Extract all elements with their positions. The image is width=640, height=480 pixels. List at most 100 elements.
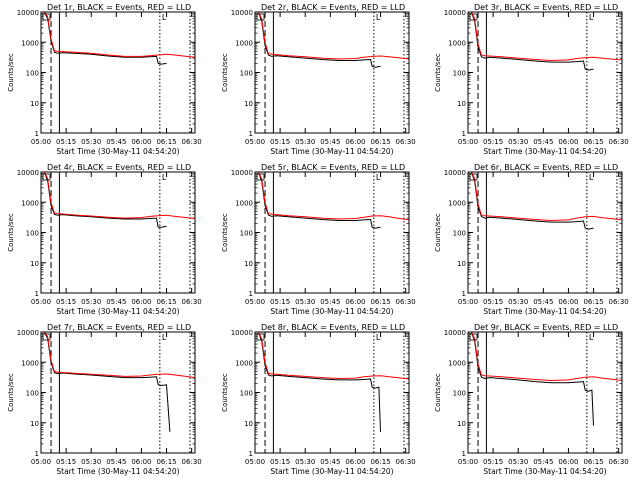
- x-tick-label: 05:30: [508, 458, 528, 466]
- x-tick-label: 05:45: [106, 298, 126, 306]
- x-tick-label: 05:45: [533, 138, 553, 146]
- x-tick-label: 05:30: [295, 298, 315, 306]
- x-tick-label: 05:00: [245, 138, 265, 146]
- x-tick-label: 06:30: [396, 298, 416, 306]
- series-group: [43, 12, 195, 65]
- y-tick-label: 10000: [17, 9, 39, 17]
- series-line-lld: [470, 172, 622, 222]
- series-line-lld: [43, 332, 195, 379]
- plot-frame: [254, 171, 410, 294]
- series-line-events: [257, 332, 381, 432]
- panel-6: Det 6r, BLACK = Events, RED = LLD 1 10 100 1…: [434, 163, 629, 316]
- series-line-lld: [257, 12, 409, 60]
- plot-frame: [254, 331, 410, 454]
- x-tick-label: 06:15: [583, 138, 603, 146]
- x-tick-label: 05:15: [270, 458, 290, 466]
- panel-2: Det 2r, BLACK = Events, RED = LLD 1 10 100 1…: [221, 3, 416, 156]
- x-tick-label: 06:00: [558, 298, 578, 306]
- y-axis-label: Counts/sec: [221, 213, 229, 252]
- x-tick-label: 05:00: [458, 458, 478, 466]
- series-line-events: [470, 332, 594, 426]
- y-tick-label: 10: [457, 420, 466, 428]
- marker-l-label: L: [376, 13, 381, 22]
- x-tick-label: 06:00: [558, 458, 578, 466]
- y-tick-label: 1000: [21, 39, 39, 47]
- series-line-events: [257, 12, 381, 68]
- panel-title: Det 2r, BLACK = Events, RED = LLD: [261, 3, 405, 12]
- panel-5: Det 5r, BLACK = Events, RED = LLD 1 10 100 1…: [221, 163, 416, 316]
- x-tick-label: 05:45: [533, 298, 553, 306]
- y-tick-label: 1000: [21, 359, 39, 367]
- series-line-lld: [470, 332, 622, 382]
- x-tick-label: 06:30: [609, 138, 629, 146]
- x-tick-label: 05:00: [245, 458, 265, 466]
- plot-frame: [40, 171, 196, 294]
- series-line-events: [257, 172, 381, 229]
- x-tick-label: 06:15: [156, 138, 176, 146]
- plot-frame: [467, 171, 623, 294]
- y-tick-label: 10000: [231, 9, 253, 17]
- marker-l-label: L: [376, 333, 381, 342]
- x-tick-label: 05:15: [483, 458, 503, 466]
- x-axis-label: Start Time (30-May-11 04:54:20): [270, 147, 393, 156]
- y-axis-label: Counts/sec: [434, 213, 442, 252]
- panel-title: Det 5r, BLACK = Events, RED = LLD: [261, 163, 405, 172]
- y-tick-label: 10000: [17, 329, 39, 337]
- x-tick-label: 05:30: [508, 298, 528, 306]
- y-tick-label: 10000: [17, 169, 39, 177]
- corner-box: [256, 173, 265, 181]
- series-group: [257, 332, 409, 432]
- corner-box: [256, 13, 265, 21]
- y-tick-label: 1: [462, 130, 466, 138]
- x-tick-label: 06:00: [345, 298, 365, 306]
- x-tick-label: 05:30: [81, 458, 101, 466]
- x-tick-label: 06:00: [131, 458, 151, 466]
- y-tick-label: 100: [453, 230, 466, 238]
- x-tick-label: 06:30: [396, 138, 416, 146]
- x-tick-label: 05:15: [270, 298, 290, 306]
- y-tick-label: 100: [453, 70, 466, 78]
- series-line-lld: [257, 332, 409, 380]
- series-line-lld: [43, 12, 195, 58]
- x-tick-label: 05:45: [320, 298, 340, 306]
- x-tick-label: 05:00: [245, 298, 265, 306]
- series-line-lld: [257, 172, 409, 221]
- y-tick-label: 100: [26, 390, 39, 398]
- marker-l-label: L: [162, 173, 167, 182]
- x-axis-label: Start Time (30-May-11 04:54:20): [270, 307, 393, 316]
- panel-title: Det 6r, BLACK = Events, RED = LLD: [474, 163, 618, 172]
- series-group: [43, 332, 195, 432]
- panel-3: Det 3r, BLACK = Events, RED = LLD 1 10 100 1…: [434, 3, 629, 156]
- x-tick-label: 06:30: [609, 458, 629, 466]
- x-tick-label: 06:30: [182, 458, 202, 466]
- y-tick-label: 10: [30, 260, 39, 268]
- marker-l-label: L: [589, 13, 594, 22]
- panel-4: Det 4r, BLACK = Events, RED = LLD 1 10 100 1…: [7, 163, 202, 316]
- corner-box: [256, 333, 265, 341]
- x-tick-label: 05:00: [458, 138, 478, 146]
- y-tick-label: 100: [240, 390, 253, 398]
- plot-frame: [254, 11, 410, 134]
- x-tick-label: 06:15: [156, 298, 176, 306]
- x-tick-label: 05:15: [56, 458, 76, 466]
- y-tick-label: 1: [462, 290, 466, 298]
- y-tick-label: 100: [240, 70, 253, 78]
- y-axis-label: Counts/sec: [7, 53, 15, 92]
- y-axis-label: Counts/sec: [434, 53, 442, 92]
- marker-l-label: L: [162, 13, 167, 22]
- x-axis-label: Start Time (30-May-11 04:54:20): [483, 307, 606, 316]
- y-tick-label: 1: [249, 290, 253, 298]
- x-axis-label: Start Time (30-May-11 04:54:20): [56, 147, 179, 156]
- y-axis-label: Counts/sec: [221, 53, 229, 92]
- panel-1: Det 1r, BLACK = Events, RED = LLD 1 10 100 1…: [7, 3, 202, 156]
- x-tick-label: 06:15: [370, 458, 390, 466]
- y-tick-label: 10: [244, 420, 253, 428]
- y-tick-label: 1: [249, 450, 253, 458]
- x-tick-label: 05:30: [295, 458, 315, 466]
- x-axis-label: Start Time (30-May-11 04:54:20): [483, 467, 606, 476]
- y-tick-label: 10: [30, 420, 39, 428]
- marker-l-label: L: [589, 173, 594, 182]
- x-tick-label: 05:00: [31, 138, 51, 146]
- x-axis-label: Start Time (30-May-11 04:54:20): [56, 307, 179, 316]
